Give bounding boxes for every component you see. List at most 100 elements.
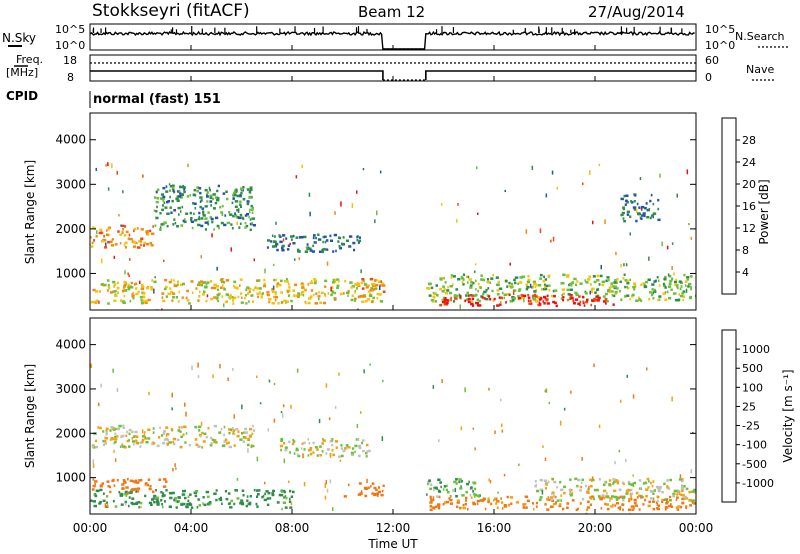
heatmap-cell bbox=[286, 280, 289, 283]
heatmap-cell bbox=[341, 242, 345, 246]
heatmap-cell bbox=[586, 299, 589, 302]
heatmap-cell bbox=[263, 284, 266, 288]
heatmap-cell bbox=[487, 497, 490, 500]
nsky-trace bbox=[89, 26, 695, 50]
heatmap-cell bbox=[550, 498, 554, 501]
heatmap-cell bbox=[446, 500, 449, 504]
heatmap-cell bbox=[441, 290, 445, 293]
heatmap-cell bbox=[543, 283, 546, 287]
heatmap-cell bbox=[284, 495, 287, 498]
heatmap-cell bbox=[455, 288, 459, 291]
heatmap-cell bbox=[301, 286, 305, 289]
heatmap-cell bbox=[184, 402, 186, 407]
ytick-label: 1000 bbox=[55, 471, 86, 485]
heatmap-cell bbox=[589, 170, 591, 176]
heatmap-cell bbox=[496, 293, 500, 296]
heatmap-cell bbox=[244, 214, 248, 217]
heatmap-cell bbox=[273, 263, 275, 266]
heatmap-cell bbox=[297, 250, 301, 253]
heatmap-cell bbox=[362, 439, 365, 442]
heatmap-cell bbox=[221, 444, 225, 448]
heatmap-cell bbox=[203, 432, 207, 436]
heatmap-cell bbox=[614, 279, 617, 282]
heatmap-cell bbox=[679, 294, 684, 298]
heatmap-cell bbox=[602, 295, 606, 298]
heatmap-cell bbox=[281, 507, 283, 511]
heatmap-cell bbox=[124, 225, 127, 228]
cpid-label: CPID bbox=[6, 89, 38, 103]
ytick-label: 2000 bbox=[55, 426, 86, 440]
heatmap-cell bbox=[288, 480, 290, 484]
heatmap-cell bbox=[481, 296, 484, 299]
heatmap-cell bbox=[677, 298, 681, 302]
heatmap-cell bbox=[433, 488, 435, 492]
heatmap-cell bbox=[351, 203, 354, 208]
heatmap-cell bbox=[542, 445, 544, 448]
heatmap-cell bbox=[169, 195, 171, 199]
heatmap-cell bbox=[130, 281, 133, 285]
heatmap-cell bbox=[602, 300, 606, 303]
heatmap-cell bbox=[214, 201, 218, 205]
heatmap-cell bbox=[497, 280, 500, 284]
heatmap-cell bbox=[690, 236, 693, 240]
heatmap-cell bbox=[180, 503, 184, 506]
heatmap-cell bbox=[117, 291, 119, 295]
heatmap-cell bbox=[90, 236, 92, 239]
heatmap-cell bbox=[175, 467, 177, 470]
heatmap-cell bbox=[168, 491, 172, 495]
heatmap-cell bbox=[670, 503, 672, 506]
heatmap-cell bbox=[328, 417, 331, 421]
heatmap-cell bbox=[480, 278, 484, 281]
heatmap-cell bbox=[458, 293, 461, 297]
heatmap-cell bbox=[459, 295, 462, 298]
heatmap-cell bbox=[92, 226, 95, 229]
heatmap-cell bbox=[562, 273, 566, 276]
heatmap-cell bbox=[274, 296, 278, 299]
heatmap-cell bbox=[360, 490, 363, 493]
heatmap-cell bbox=[179, 430, 182, 433]
heatmap-cell bbox=[356, 283, 360, 286]
heatmap-cell bbox=[307, 454, 310, 457]
heatmap-cell bbox=[539, 496, 543, 499]
heatmap-cell bbox=[110, 291, 113, 294]
heatmap-cell bbox=[210, 297, 213, 301]
heatmap-cell bbox=[209, 188, 211, 192]
heatmap-cell bbox=[508, 281, 511, 285]
heatmap-cell bbox=[487, 287, 490, 290]
heatmap-cell bbox=[600, 507, 603, 510]
heatmap-cell bbox=[630, 498, 633, 501]
heatmap-cell bbox=[598, 283, 601, 286]
heatmap-cell bbox=[187, 495, 190, 499]
heatmap-cell bbox=[122, 424, 125, 427]
heatmap-cell bbox=[169, 189, 172, 192]
heatmap-cell bbox=[562, 298, 565, 302]
heatmap-cell bbox=[630, 495, 632, 498]
heatmap-cell bbox=[174, 463, 176, 467]
heatmap-cell bbox=[333, 297, 337, 300]
heatmap-cell bbox=[543, 275, 545, 278]
heatmap-cell bbox=[503, 296, 505, 300]
heatmap-cell bbox=[178, 500, 180, 503]
heatmap-cell bbox=[608, 499, 611, 502]
heatmap-cell bbox=[636, 496, 639, 499]
heatmap-cell bbox=[651, 288, 654, 291]
heatmap-cell bbox=[131, 488, 135, 492]
heatmap-cell bbox=[495, 502, 498, 505]
heatmap-cell bbox=[677, 505, 681, 508]
heatmap-cell bbox=[173, 279, 175, 282]
heatmap-cell bbox=[589, 290, 591, 295]
heatmap-cell bbox=[114, 505, 118, 508]
heatmap-cell bbox=[221, 204, 224, 208]
heatmap-cell bbox=[159, 226, 162, 229]
heatmap-cell bbox=[316, 454, 319, 457]
heatmap-cell bbox=[252, 300, 254, 303]
heatmap-cell bbox=[231, 201, 234, 205]
heatmap-cell bbox=[361, 278, 365, 281]
heatmap-cell bbox=[152, 225, 154, 228]
heatmap-cell bbox=[688, 490, 692, 494]
heatmap-cell bbox=[120, 299, 123, 302]
heatmap-cell bbox=[193, 212, 195, 216]
heatmap-cell bbox=[556, 499, 559, 502]
heatmap-cell bbox=[120, 503, 124, 506]
heatmap-cell bbox=[477, 282, 480, 286]
